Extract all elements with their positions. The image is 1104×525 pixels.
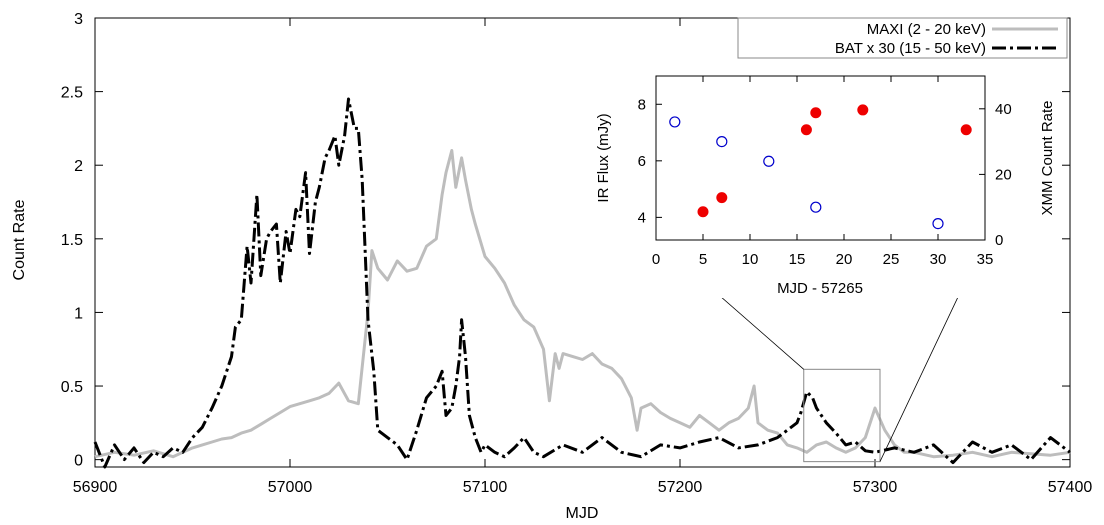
inset-y-ticks: 4 6 8	[638, 96, 662, 226]
main-x-tick-label: 56900	[73, 479, 118, 496]
main-plot-frame	[94, 17, 1071, 468]
inset-x-tick-label: 5	[699, 251, 707, 268]
main-chart: 56900 57000 57100 57200 57300 57400 0 0.5 1 1.5 2…	[11, 11, 1092, 522]
main-x-ticks: 56900 57000 57100 57200 57300 57400	[73, 18, 1093, 496]
inset-x-tick-label: 10	[742, 251, 759, 268]
inset-plot-frame	[655, 75, 986, 241]
inset-y2-axis-label: XMM Count Rate	[1039, 100, 1056, 215]
legend-label-bat: BAT x 30 (15 - 50 keV)	[835, 40, 986, 57]
inset-x-tick-label: 30	[930, 251, 947, 268]
inset-x-ticks: 0 5 10 15 20 25 30 35	[652, 76, 994, 268]
xmm-count-point	[932, 218, 944, 230]
main-y-tick-label: 1.5	[61, 232, 83, 249]
inset-y-axis-label: IR Flux (mJy)	[595, 113, 612, 202]
main-x-tick-label: 57000	[268, 479, 313, 496]
inset-x-tick-label: 0	[652, 251, 660, 268]
legend-box	[737, 17, 1068, 59]
main-y-tick-label: 0	[74, 453, 83, 470]
inset-chart: 0 5 10 15 20 25 30 35 4 6 8 0 20 40 MJD - 57265 IR …	[595, 72, 1056, 298]
xmm-count-point	[810, 201, 822, 213]
inset-y2-tick-label: 40	[995, 101, 1012, 118]
inset-y2-tick-label: 0	[995, 232, 1003, 249]
main-x-axis-label: MJD	[566, 505, 599, 522]
main-series-group	[93, 97, 1071, 469]
inset-x-tick-label: 25	[883, 251, 900, 268]
main-x-tick-label: 57300	[853, 479, 898, 496]
ir-flux-point	[800, 124, 812, 136]
ir-flux-point	[857, 104, 869, 116]
ir-flux-point	[697, 206, 709, 218]
inset-x-tick-label: 20	[836, 251, 853, 268]
xmm-count-point	[669, 116, 681, 128]
inset-x-axis-label: MJD - 57265	[777, 280, 863, 297]
inset-points-group	[669, 104, 972, 230]
zoom-box	[803, 368, 881, 463]
inset-y-tick-label: 8	[638, 96, 646, 113]
inset-background	[596, 72, 1035, 298]
inset-x-tick-label: 35	[977, 251, 994, 268]
main-y-tick-label: 3	[74, 11, 83, 28]
main-y-axis-label: Count Rate	[11, 199, 28, 280]
main-x-tick-label: 57400	[1048, 479, 1093, 496]
ir-flux-point	[960, 124, 972, 136]
inset-y-tick-label: 4	[638, 209, 646, 226]
ir-flux-point	[716, 192, 728, 204]
inset-y2-ticks: 0 20 40	[979, 101, 1012, 249]
main-y-ticks: 0 0.5 1 1.5 2 2.5 3	[61, 11, 1070, 470]
main-x-tick-label: 57200	[658, 479, 703, 496]
bat-series-line	[93, 97, 1071, 469]
xmm-count-point	[763, 155, 775, 167]
xmm-count-point	[716, 136, 728, 148]
main-y-tick-label: 2	[74, 158, 83, 175]
inset-y-tick-label: 6	[638, 153, 646, 170]
main-x-tick-label: 57100	[463, 479, 508, 496]
legend: MAXI (2 - 20 keV) BAT x 30 (15 - 50 keV)	[737, 17, 1068, 59]
inset-x-tick-label: 15	[789, 251, 806, 268]
main-y-tick-label: 1	[74, 305, 83, 322]
main-y-tick-label: 2.5	[61, 85, 83, 102]
inset-y2-tick-label: 20	[995, 166, 1012, 183]
maxi-series-line	[94, 149, 1071, 459]
main-y-tick-label: 0.5	[61, 379, 83, 396]
legend-label-maxi: MAXI (2 - 20 keV)	[867, 21, 986, 38]
ir-flux-point	[810, 107, 822, 119]
